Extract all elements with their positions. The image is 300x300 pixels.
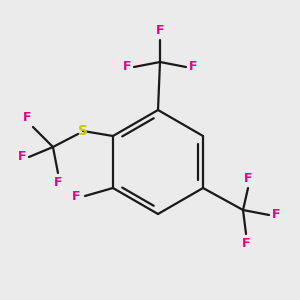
Text: F: F [242, 237, 250, 250]
Text: F: F [122, 61, 131, 74]
Text: F: F [244, 172, 252, 185]
Text: S: S [78, 124, 88, 138]
Text: F: F [54, 176, 62, 189]
Text: F: F [17, 151, 26, 164]
Text: F: F [189, 61, 197, 74]
Text: F: F [272, 208, 281, 221]
Text: F: F [156, 24, 164, 37]
Text: F: F [22, 111, 31, 124]
Text: F: F [71, 190, 80, 202]
